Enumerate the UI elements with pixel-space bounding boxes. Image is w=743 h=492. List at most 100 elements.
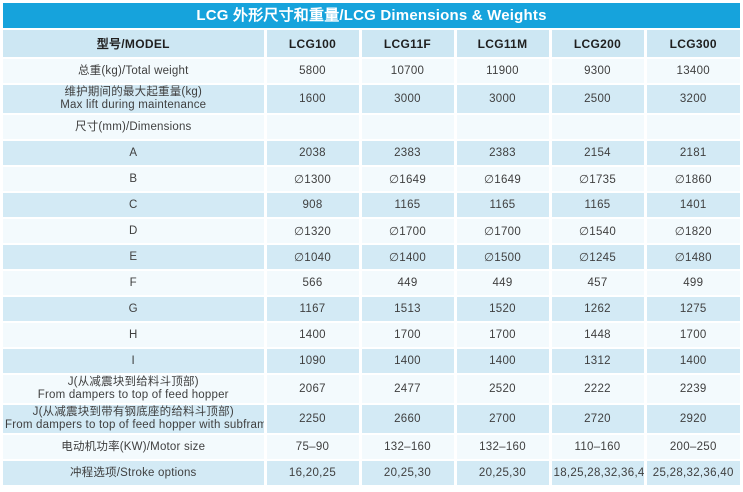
value-cell: ∅1820	[643, 218, 740, 245]
value-cell: 449	[358, 270, 455, 297]
value-cell: 1167	[263, 296, 360, 323]
value-cell: 2920	[643, 404, 740, 435]
value-cell: 132–160	[358, 434, 455, 461]
table-row: J(从减震块到带有钢底座的给料斗顶部) From dampers to top o…	[3, 404, 740, 435]
row-label-secondary: From dampers to top of feed hopper	[37, 389, 229, 401]
value-cell: 20,25,30	[358, 460, 455, 487]
value-cell: ∅1649	[358, 166, 455, 193]
value-cell: 75–90	[263, 434, 360, 461]
value-cell: 20,25,30	[453, 460, 550, 487]
value-cell: 2383	[453, 140, 550, 167]
value-cell: 3200	[643, 84, 740, 115]
value-cell: 1165	[548, 192, 645, 219]
row-label-primary: 冲程选项/Stroke options	[69, 467, 197, 479]
value-cell: 1090	[263, 348, 360, 375]
model-column-header: 型号/MODEL	[3, 30, 265, 59]
value-cell: 2477	[358, 374, 455, 405]
table-row: E ∅1040 ∅1400 ∅1500 ∅1245 ∅1480	[3, 244, 740, 271]
row-label-primary: A	[129, 147, 138, 159]
table-row: H 1400 1700 1700 1448 1700	[3, 322, 740, 349]
value-cell	[263, 114, 360, 141]
value-cell: 2660	[358, 404, 455, 435]
value-cell: 1448	[548, 322, 645, 349]
value-cell: ∅1300	[263, 166, 360, 193]
row-label: 尺寸(mm)/Dimensions	[3, 114, 265, 141]
value-cell: ∅1540	[548, 218, 645, 245]
value-cell: 5800	[263, 58, 360, 85]
table-row: 冲程选项/Stroke options 16,20,25 20,25,30 20,25…	[3, 460, 740, 487]
row-label-primary: H	[128, 329, 138, 341]
value-cell: 1400	[263, 322, 360, 349]
table-row: C 908 1165 1165 1165 1401	[3, 192, 740, 219]
table-row: 维护期间的最大起重量(kg) Max lift during maintenanc…	[3, 84, 740, 115]
row-label-primary: J(从减震块到带有钢底座的给料斗顶部)	[32, 406, 234, 418]
row-label: C	[3, 192, 265, 219]
value-cell: 16,20,25	[263, 460, 360, 487]
value-cell: 3000	[358, 84, 455, 115]
value-cell: 1520	[453, 296, 550, 323]
table-row: 尺寸(mm)/Dimensions	[3, 114, 740, 141]
value-cell: 2181	[643, 140, 740, 167]
model-column-1: LCG100	[263, 30, 360, 59]
row-label: 维护期间的最大起重量(kg) Max lift during maintenanc…	[3, 84, 265, 115]
value-cell: 18,25,28,32,36,40	[548, 460, 645, 487]
value-cell: ∅1649	[453, 166, 550, 193]
value-cell: 1400	[453, 348, 550, 375]
value-cell: 1400	[643, 348, 740, 375]
model-column-5: LCG300	[643, 30, 740, 59]
table-row: J(从减震块到给料斗顶部) From dampers to top of feed…	[3, 374, 740, 405]
value-cell: 10700	[358, 58, 455, 85]
value-cell: 2700	[453, 404, 550, 435]
value-cell: 1262	[548, 296, 645, 323]
value-cell: 499	[643, 270, 740, 297]
row-label-secondary: Max lift during maintenance	[60, 99, 207, 111]
value-cell	[643, 114, 740, 141]
value-cell: 1275	[643, 296, 740, 323]
row-label-primary: G	[128, 303, 138, 315]
row-label-primary: E	[129, 251, 138, 263]
value-cell	[453, 114, 550, 141]
value-cell: 2239	[643, 374, 740, 405]
value-cell: 1312	[548, 348, 645, 375]
row-label: H	[3, 322, 265, 349]
value-cell	[358, 114, 455, 141]
value-cell: ∅1735	[548, 166, 645, 193]
value-cell	[548, 114, 645, 141]
value-cell: 2222	[548, 374, 645, 405]
row-label: J(从减震块到带有钢底座的给料斗顶部) From dampers to top o…	[3, 404, 265, 435]
value-cell: 3000	[453, 84, 550, 115]
row-label: F	[3, 270, 265, 297]
table-row: B ∅1300 ∅1649 ∅1649 ∅1735 ∅1860	[3, 166, 740, 193]
value-cell: 1700	[358, 322, 455, 349]
header-row: 型号/MODEL LCG100 LCG11F LCG11M LCG200 LCG300	[3, 30, 740, 59]
value-cell: 200–250	[643, 434, 740, 461]
value-cell: 457	[548, 270, 645, 297]
value-cell: 1400	[358, 348, 455, 375]
value-cell: 1401	[643, 192, 740, 219]
value-cell: ∅1040	[263, 244, 360, 271]
value-cell: 2154	[548, 140, 645, 167]
row-label-primary: 总重(kg)/Total weight	[77, 65, 189, 77]
row-label: B	[3, 166, 265, 193]
spec-sheet: LCG 外形尺寸和重量/LCG Dimensions & Weights 型号/…	[3, 3, 740, 487]
row-label-primary: 电动机功率(KW)/Motor size	[61, 441, 206, 453]
value-cell: 110–160	[548, 434, 645, 461]
value-cell: 566	[263, 270, 360, 297]
value-cell: 25,28,32,36,40	[643, 460, 740, 487]
value-cell: 1600	[263, 84, 360, 115]
row-label: 冲程选项/Stroke options	[3, 460, 265, 487]
row-label: A	[3, 140, 265, 167]
row-label: I	[3, 348, 265, 375]
row-label: 电动机功率(KW)/Motor size	[3, 434, 265, 461]
value-cell: 2500	[548, 84, 645, 115]
value-cell: 9300	[548, 58, 645, 85]
table-row: F 566 449 449 457 499	[3, 270, 740, 297]
value-cell: 1513	[358, 296, 455, 323]
table-title: LCG 外形尺寸和重量/LCG Dimensions & Weights	[3, 3, 740, 28]
value-cell: 2250	[263, 404, 360, 435]
value-cell: ∅1320	[263, 218, 360, 245]
value-cell: 1700	[643, 322, 740, 349]
row-label: D	[3, 218, 265, 245]
row-label-primary: J(从减震块到给料斗顶部)	[67, 376, 199, 388]
row-label-primary: F	[129, 277, 137, 289]
